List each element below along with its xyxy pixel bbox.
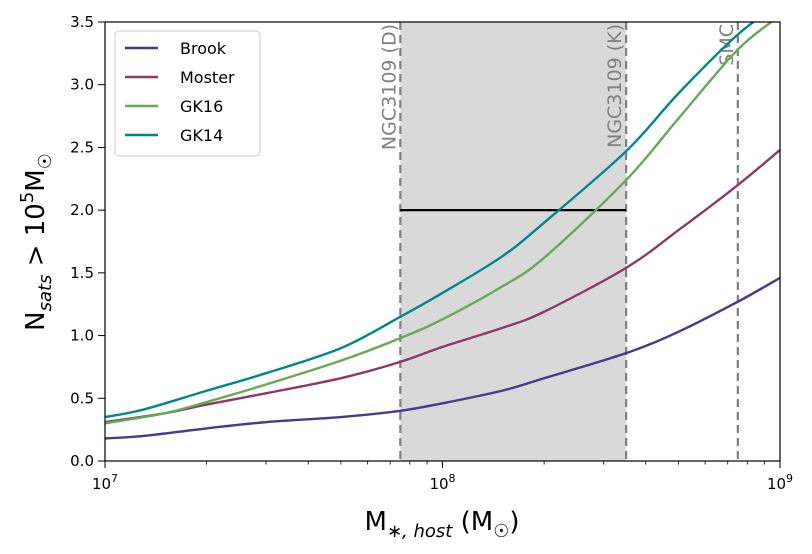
vline-label-ngc3109-k: NGC3109 (K) <box>604 24 626 148</box>
x-ticks: 107 108 109 <box>92 461 793 493</box>
y-tick-label: 3.0 <box>70 76 94 94</box>
legend-box <box>114 30 261 157</box>
series-line-gk16 <box>105 22 774 425</box>
y-tick-label: 2.5 <box>70 138 94 156</box>
y-axis-title: Nsats > 105M☉ <box>17 153 56 331</box>
vline-label-ngc3109-d: NGC3109 (D) <box>378 24 400 150</box>
legend-label-moster: Moster <box>180 68 235 87</box>
legend-label-brook: Brook <box>180 39 227 58</box>
y-tick-label: 0.5 <box>70 389 94 407</box>
x-tick-label: 108 <box>429 472 455 493</box>
shaded-band-layer <box>400 22 627 461</box>
series-line-gk14 <box>105 22 756 419</box>
legend-label-gk16: GK16 <box>180 97 223 116</box>
x-tick-label: 107 <box>92 472 118 493</box>
series-line-moster <box>105 149 780 424</box>
y-tick-label: 1.5 <box>70 264 94 282</box>
x-axis-title: M∗, host (M☉) <box>365 507 520 542</box>
shaded-band <box>400 22 627 461</box>
legend-label-gk14: GK14 <box>180 126 223 145</box>
y-tick-label: 0.0 <box>70 452 94 470</box>
y-tick-label: 2.0 <box>70 201 94 219</box>
y-tick-label: 3.5 <box>70 13 94 31</box>
series-layer <box>105 22 780 440</box>
x-tick-label: 109 <box>767 472 793 493</box>
legend: Brook Moster GK16 GK14 <box>114 30 261 157</box>
series-line-brook <box>105 276 780 440</box>
y-ticks: 0.0 0.5 1.0 1.5 2.0 2.5 3.0 3.5 <box>70 13 105 470</box>
y-tick-label: 1.0 <box>70 327 94 345</box>
